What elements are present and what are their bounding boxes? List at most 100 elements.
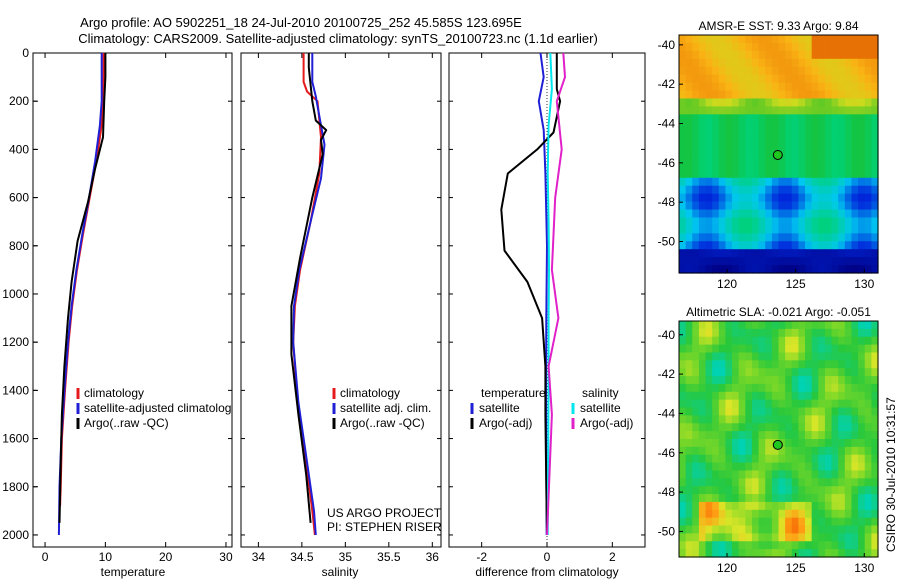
heatmap-cell	[679, 114, 687, 123]
heatmap-cell	[831, 494, 839, 503]
heatmap-cell	[732, 90, 740, 100]
heatmap-cell	[692, 360, 700, 369]
heatmap-cell	[705, 336, 713, 346]
heatmap-cell	[758, 42, 766, 52]
heatmap-cell	[798, 533, 806, 542]
heatmap-cell	[725, 541, 733, 550]
heatmap-cell	[738, 185, 746, 195]
heatmap-cell	[765, 130, 773, 139]
heatmap-cell	[725, 328, 733, 338]
heatmap-cell	[824, 74, 833, 84]
heatmap-cell	[685, 50, 693, 60]
heatmap-cell	[758, 509, 766, 519]
heatmap-cell	[864, 336, 872, 346]
heatmap-cell	[798, 66, 806, 76]
x-tick-label: -2	[476, 550, 487, 564]
heatmap-cell	[705, 321, 713, 330]
heatmap-cell	[705, 90, 713, 100]
heatmap-cell	[692, 74, 700, 84]
heatmap-cell	[785, 423, 793, 432]
heatmap-cell	[745, 462, 753, 472]
heatmap-cell	[864, 35, 872, 44]
heatmap-cell	[778, 233, 786, 242]
heatmap-cell	[798, 35, 806, 44]
heatmap-cell	[692, 407, 700, 416]
heatmap-cell	[751, 98, 760, 107]
y-tick-label: 400	[9, 142, 29, 156]
heatmap-cell	[725, 66, 733, 76]
heatmap-cell	[851, 66, 859, 76]
heatmap-cell	[712, 549, 720, 558]
heatmap-cell	[758, 478, 766, 487]
heatmap-cell	[798, 470, 806, 479]
heatmap-cell	[685, 130, 693, 139]
heatmap-cell	[858, 541, 866, 550]
heatmap-cell	[871, 423, 879, 432]
heatmap-cell	[851, 517, 859, 527]
heatmap-cell	[864, 470, 872, 479]
heatmap-cell	[811, 130, 819, 139]
heatmap-cell	[679, 454, 687, 464]
heatmap-cell	[698, 383, 707, 393]
heatmap-cell	[858, 360, 866, 369]
heatmap-cell	[685, 90, 693, 100]
heatmap-cell	[732, 360, 740, 369]
heatmap-cell	[738, 399, 746, 409]
heatmap-cell	[831, 360, 839, 369]
heatmap-cell	[679, 383, 687, 393]
heatmap-cell	[718, 146, 727, 155]
heatmap-cell	[818, 154, 826, 163]
heatmap-cell	[785, 82, 793, 92]
heatmap-cell	[692, 249, 700, 258]
heatmap-cell	[732, 106, 740, 115]
heatmap-cell	[824, 549, 833, 558]
heatmap-cell	[765, 391, 773, 401]
x-tick-label: 35	[339, 550, 353, 564]
heatmap-cell	[745, 114, 753, 123]
heatmap-cell	[745, 525, 753, 534]
heatmap-cell	[725, 146, 733, 155]
heatmap-cell	[844, 217, 853, 226]
heatmap-cell	[738, 321, 746, 330]
heatmap-cell	[818, 533, 826, 542]
heatmap-cell	[818, 114, 826, 123]
heatmap-cell	[685, 114, 693, 123]
heatmap-cell	[732, 383, 740, 393]
heatmap-cell	[692, 336, 700, 346]
heatmap-cell	[871, 501, 879, 511]
heatmap-cell	[738, 161, 746, 171]
heatmap-cell	[805, 217, 813, 226]
heatmap-cell	[785, 138, 793, 147]
heatmap-cell	[838, 439, 846, 448]
heatmap-cell	[791, 42, 799, 52]
heatmap-cell	[692, 185, 700, 195]
heatmap-cell	[771, 201, 780, 211]
heatmap-cell	[725, 494, 733, 503]
heatmap-cell	[844, 265, 853, 274]
heatmap-cell	[758, 233, 766, 242]
heatmap-cell	[838, 130, 846, 139]
heatmap-cell	[738, 241, 746, 250]
heatmap-cell	[824, 376, 833, 385]
legend-entry: Argo(..raw -QC)	[84, 416, 169, 430]
heatmap-cell	[871, 383, 879, 393]
heatmap-cell	[698, 35, 707, 44]
heatmap-cell	[871, 225, 879, 234]
heatmap-cell	[765, 50, 773, 60]
heatmap-cell	[785, 368, 793, 377]
heatmap-cell	[758, 90, 766, 100]
heatmap-cell	[745, 368, 753, 377]
heatmap-cell	[844, 106, 853, 115]
heatmap-cell	[811, 344, 819, 354]
heatmap-cell	[758, 66, 766, 76]
heatmap-cell	[798, 321, 806, 330]
heatmap-cell	[838, 470, 846, 479]
heatmap-cell	[725, 42, 733, 52]
heatmap-cell	[864, 146, 872, 155]
heatmap-cell	[705, 74, 713, 84]
y-tick-label: 1800	[2, 480, 29, 494]
heatmap-cell	[831, 217, 839, 226]
heatmap-cell	[771, 249, 780, 258]
heatmap-cell	[751, 391, 760, 401]
heatmap-cell	[851, 439, 859, 448]
